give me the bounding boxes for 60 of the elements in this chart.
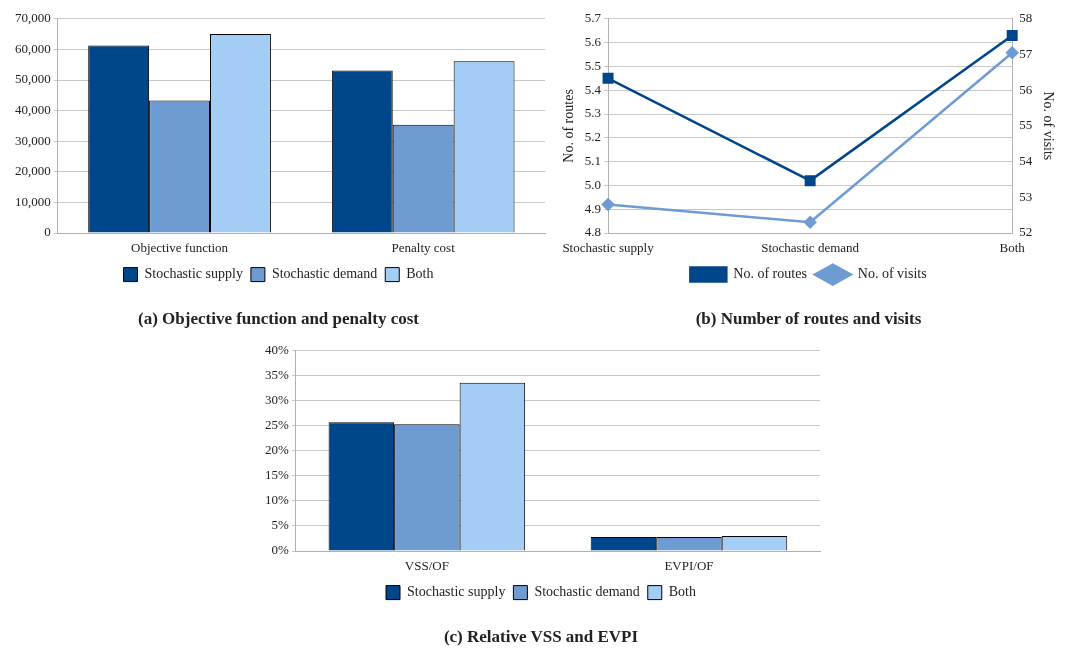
y-tick-label: 20,000	[15, 163, 51, 179]
legend-label: Both	[668, 584, 696, 600]
y2-tick-label: 58	[1019, 10, 1033, 26]
y2-tick-label: 56	[1019, 81, 1033, 97]
y-tick-label: 40,000	[15, 102, 51, 118]
x-tick-label: Penalty cost	[391, 240, 456, 256]
y-tick-label: 0%	[271, 542, 289, 558]
y-tick-label: 4.8	[584, 224, 602, 240]
point	[803, 216, 817, 229]
point	[804, 175, 816, 187]
y-tick-label: 30,000	[15, 132, 51, 148]
y-tick-label: 5.5	[584, 57, 602, 73]
legend-label: Stochastic demand	[534, 584, 640, 600]
y-tick-label: 4.9	[584, 200, 602, 216]
y-tick-label: 70,000	[15, 10, 51, 26]
text: (c) Relative VSS and EVPI	[443, 627, 639, 647]
y-tick-label: 50,000	[15, 71, 51, 87]
y-tick-label: 5.6	[584, 34, 602, 50]
y-tick-label: 25%	[264, 417, 289, 433]
y-tick-label: 60,000	[15, 40, 51, 56]
y-tick-label: 5.3	[584, 105, 602, 121]
y-tick-label: 5%	[271, 517, 289, 533]
legend-label: Both	[406, 266, 434, 282]
x-tick-label: Stochastic demand	[761, 240, 860, 256]
legend-label: No. of visits	[857, 266, 927, 282]
y-tick-label: 5.2	[584, 129, 602, 145]
point	[1005, 46, 1019, 59]
y2-axis-title: No. of visits	[1040, 91, 1056, 161]
y-tick-label: 30%	[264, 392, 289, 408]
y2-tick-label: 55	[1019, 117, 1033, 133]
y2-tick-label: 54	[1019, 153, 1033, 169]
legend-label: Stochastic supply	[407, 584, 506, 600]
y2-tick-label: 52	[1019, 224, 1033, 240]
y-tick-label: 5.0	[584, 176, 602, 192]
legend-label: Stochastic supply	[144, 266, 243, 282]
y-tick-label: 15%	[264, 467, 289, 483]
text: (a) Objective function and penalty cost	[138, 309, 420, 329]
point	[601, 198, 615, 211]
text: (b) Number of routes and visits	[695, 309, 922, 329]
point	[602, 72, 614, 84]
x-tick-label: Stochastic supply	[562, 240, 655, 256]
legend-label: Stochastic demand	[271, 266, 378, 282]
y2-tick-label: 57	[1019, 45, 1033, 61]
x-tick-label: Objective function	[131, 240, 229, 256]
x-tick-label: VSS/OF	[404, 558, 449, 574]
y-tick-label: 5.4	[584, 81, 602, 97]
y-tick-label: 40%	[264, 342, 289, 358]
x-tick-label: Both	[999, 240, 1026, 256]
y-tick-label: 5.1	[584, 153, 602, 169]
y-tick-label: 35%	[264, 367, 289, 383]
y-tick-label: 10%	[264, 492, 289, 508]
y-tick-label: 20%	[264, 442, 289, 458]
y-axis-title: No. of routes	[561, 89, 577, 163]
y-tick-label: 0	[44, 224, 51, 240]
y2-tick-label: 53	[1019, 188, 1033, 204]
y-tick-label: 5.7	[584, 10, 602, 26]
x-tick-label: EVPI/OF	[664, 558, 714, 574]
y-tick-label: 10,000	[15, 193, 51, 209]
point	[1006, 29, 1018, 41]
legend-label: No. of routes	[733, 266, 807, 282]
